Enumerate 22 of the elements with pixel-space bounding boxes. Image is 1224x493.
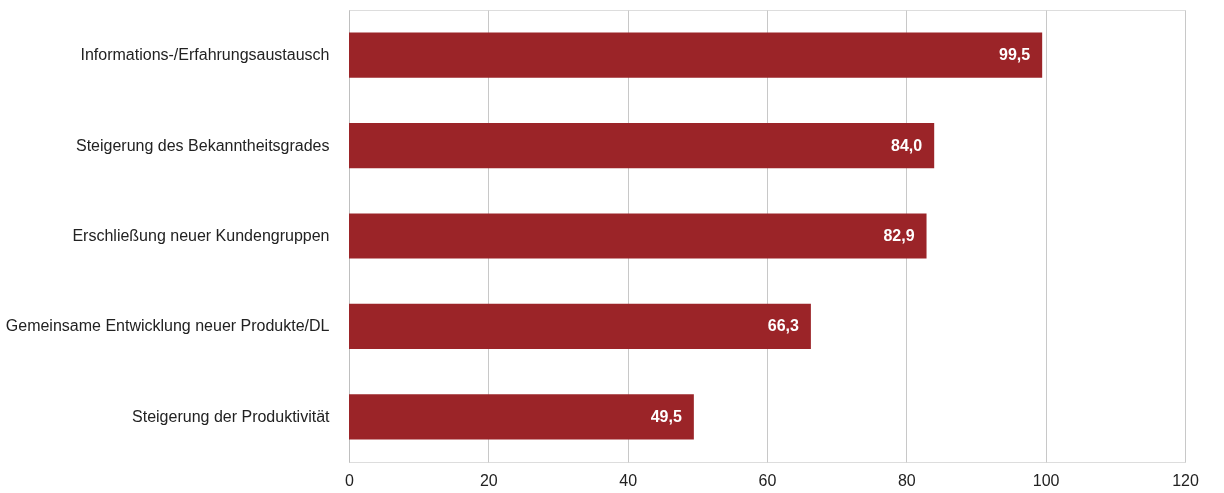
x-tick-label: 40 (619, 471, 638, 489)
y-tick-label: Gemeinsame Entwicklung neuer Produkte/DL (5, 317, 330, 335)
data-label: 99,5 (999, 46, 1031, 64)
x-tick-label: 0 (345, 471, 355, 489)
y-tick-label: Steigerung des Bekanntheitsgrades (75, 136, 330, 154)
bar (349, 213, 927, 259)
y-tick-label: Informations-/Erfahrungsaustausch (80, 46, 330, 64)
y-tick-label: Steigerung der Produktivität (132, 407, 331, 425)
y-tick-label: Erschließung neuer Kundengruppen (72, 227, 330, 244)
data-label: 49,5 (650, 407, 682, 425)
data-label: 82,9 (883, 227, 915, 244)
x-tick-label: 120 (1172, 471, 1199, 489)
x-tick-label: 60 (758, 471, 777, 489)
data-label: 66,3 (767, 317, 799, 335)
x-tick-label: 100 (1032, 471, 1060, 489)
bar (349, 32, 1043, 78)
bar (349, 123, 935, 169)
data-label: 84,0 (891, 136, 923, 154)
bar (349, 303, 811, 349)
x-tick-label: 20 (479, 471, 498, 489)
x-tick-label: 80 (897, 471, 916, 489)
bar (349, 394, 694, 440)
